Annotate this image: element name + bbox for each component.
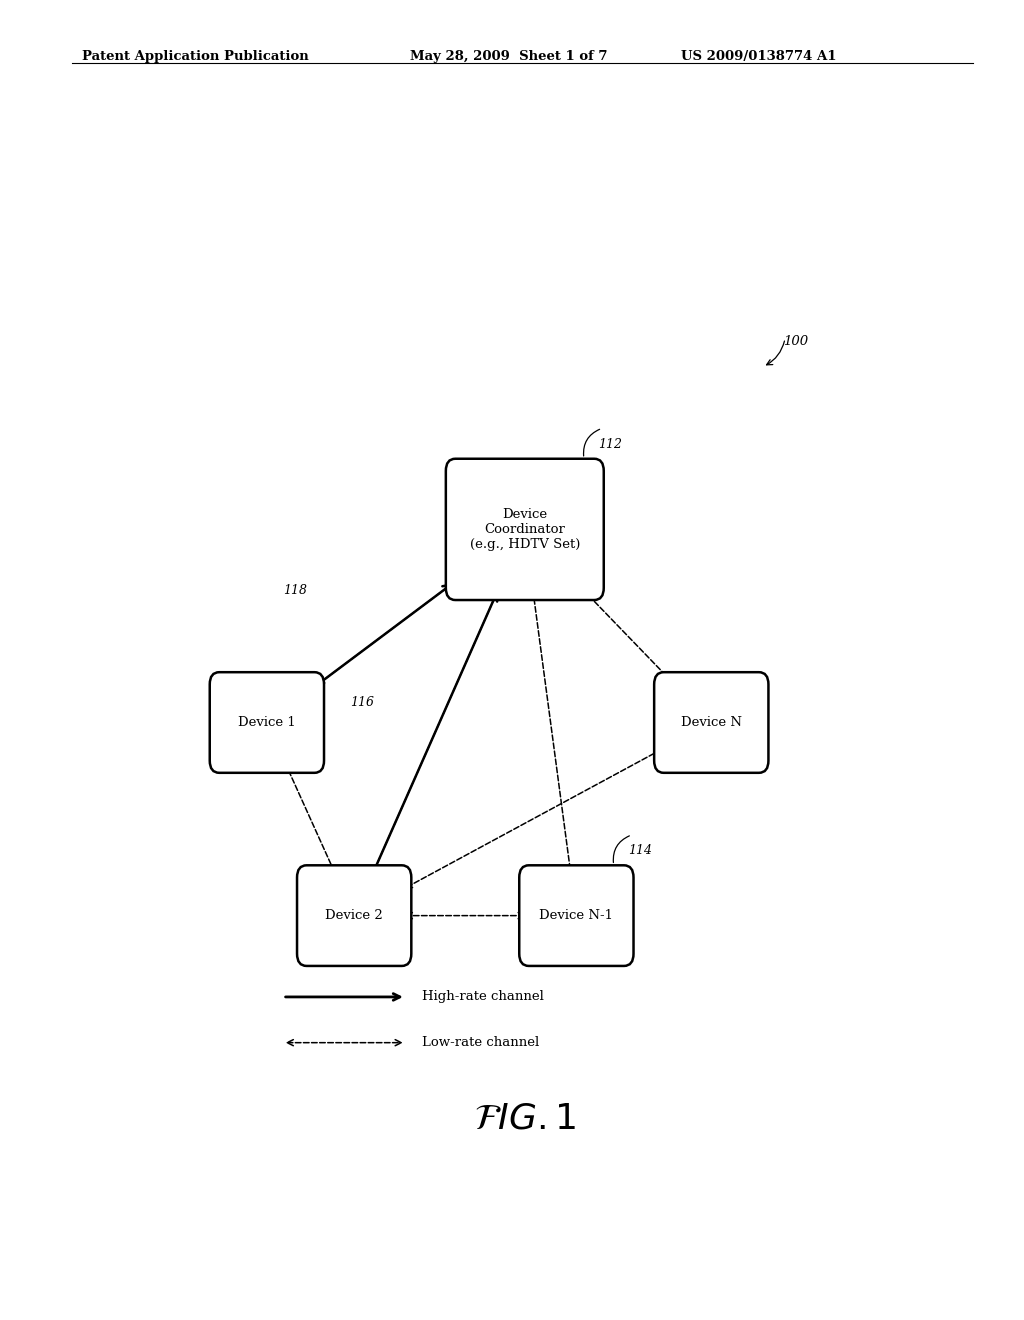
Text: Patent Application Publication: Patent Application Publication bbox=[82, 50, 308, 63]
Text: 118: 118 bbox=[283, 583, 306, 597]
Text: $\mathcal{F}$$\mathit{IG. 1}$: $\mathcal{F}$$\mathit{IG. 1}$ bbox=[474, 1102, 575, 1137]
Text: Device
Coordinator
(e.g., HDTV Set): Device Coordinator (e.g., HDTV Set) bbox=[470, 508, 580, 550]
Text: May 28, 2009  Sheet 1 of 7: May 28, 2009 Sheet 1 of 7 bbox=[410, 50, 607, 63]
Text: Device N: Device N bbox=[681, 715, 741, 729]
Text: 112: 112 bbox=[598, 438, 623, 450]
Text: Device 2: Device 2 bbox=[326, 909, 383, 923]
FancyBboxPatch shape bbox=[519, 866, 634, 966]
Text: Device 1: Device 1 bbox=[238, 715, 296, 729]
Text: Low-rate channel: Low-rate channel bbox=[422, 1036, 539, 1049]
Text: 116: 116 bbox=[350, 696, 374, 709]
Text: High-rate channel: High-rate channel bbox=[422, 990, 544, 1003]
Text: 100: 100 bbox=[782, 335, 808, 348]
Text: 114: 114 bbox=[628, 845, 652, 857]
Text: US 2009/0138774 A1: US 2009/0138774 A1 bbox=[681, 50, 837, 63]
Text: Device N-1: Device N-1 bbox=[540, 909, 613, 923]
FancyBboxPatch shape bbox=[654, 672, 768, 772]
FancyBboxPatch shape bbox=[297, 866, 412, 966]
FancyBboxPatch shape bbox=[445, 459, 604, 601]
FancyBboxPatch shape bbox=[210, 672, 324, 772]
